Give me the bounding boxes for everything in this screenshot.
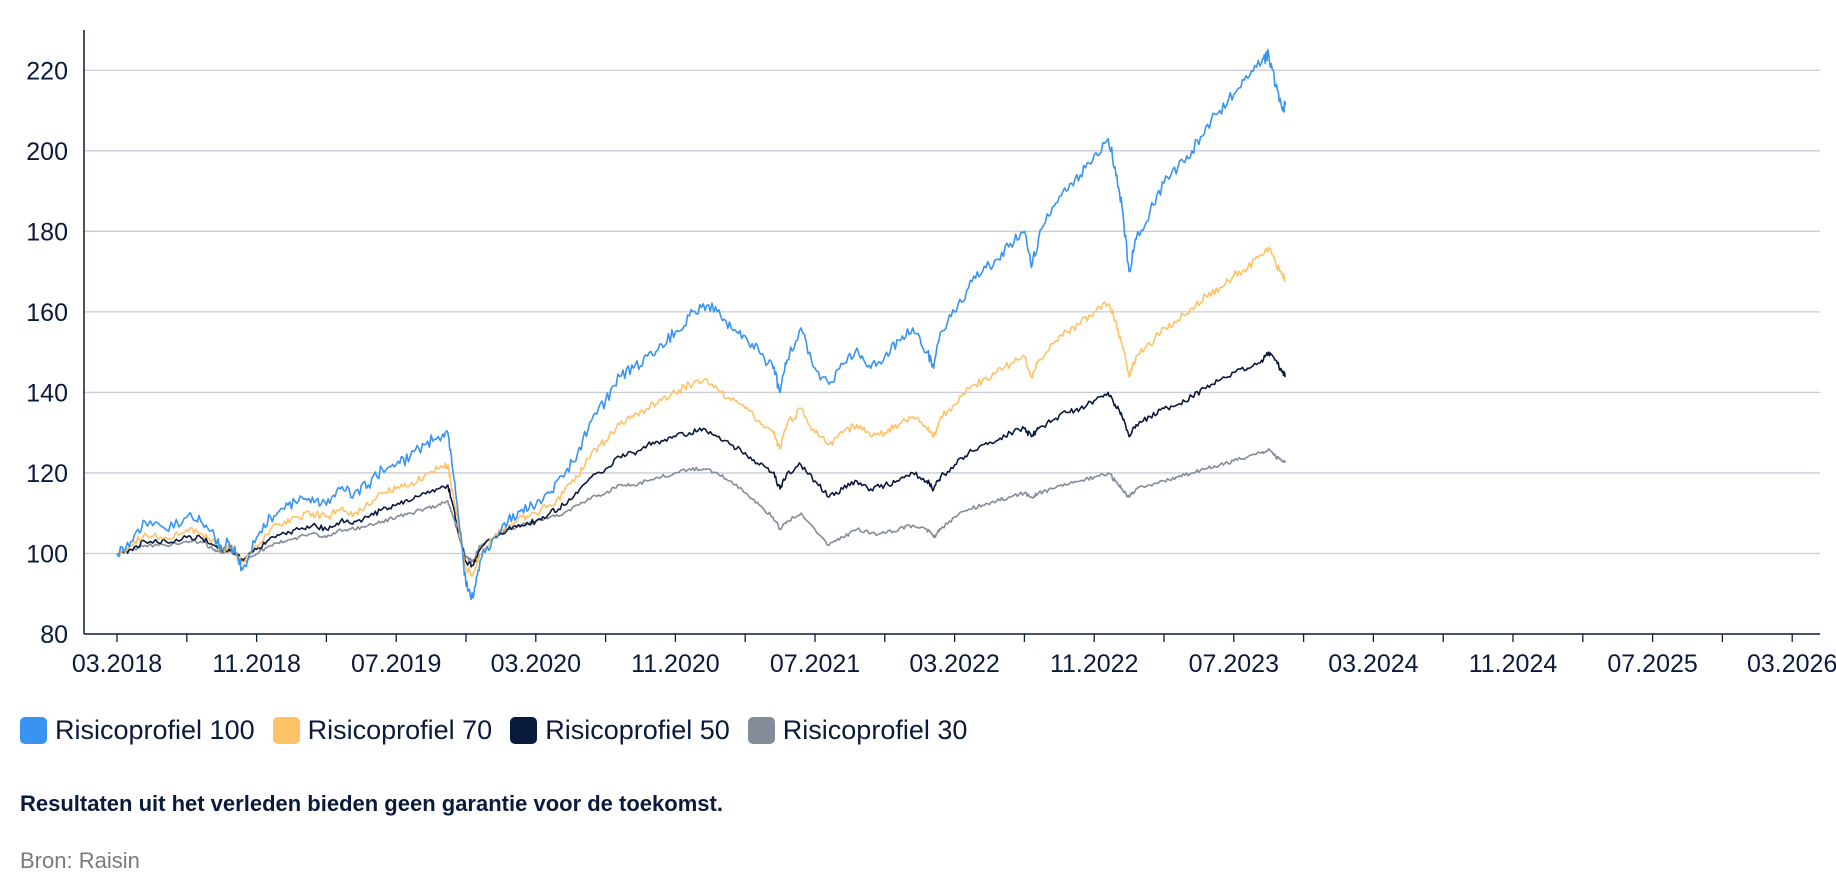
x-tick-label-03.2022: 03.2022 <box>909 650 999 678</box>
x-tick-label-07.2021: 07.2021 <box>770 650 860 678</box>
legend-swatch-50 <box>510 716 538 744</box>
series-line-risicoprofiel-30 <box>116 448 1287 563</box>
x-tick-label-11.2020: 11.2020 <box>631 650 720 678</box>
legend-item-risicoprofiel-50[interactable]: Risicoprofiel 50 <box>510 715 730 746</box>
y-tick-label-160: 160 <box>26 299 68 327</box>
series-lines <box>116 48 1287 601</box>
x-tick-label-03.2024: 03.2024 <box>1328 650 1418 678</box>
legend-item-risicoprofiel-70[interactable]: Risicoprofiel 70 <box>272 714 493 746</box>
y-tick-label-140: 140 <box>26 379 68 407</box>
line-chart: 80 100 120 140 160 180 200 220 03.2018 11.2018 07… <box>26 30 1836 678</box>
legend-swatch-30 <box>747 716 775 744</box>
legend-item-risicoprofiel-100[interactable]: Risicoprofiel 100 <box>20 715 255 746</box>
y-tick-label-220: 220 <box>26 57 68 85</box>
x-tick-label-07.2025: 07.2025 <box>1607 650 1697 678</box>
y-tick-label-80: 80 <box>40 621 68 649</box>
x-tick-label-11.2022: 11.2022 <box>1050 650 1139 678</box>
grid-lines <box>84 69 1820 555</box>
legend-item-risicoprofiel-30[interactable]: Risicoprofiel 30 <box>747 714 968 746</box>
x-tick-label-11.2024: 11.2024 <box>1469 650 1558 678</box>
x-tick-label-07.2023: 07.2023 <box>1189 650 1279 678</box>
legend-swatch-70 <box>272 716 300 744</box>
disclaimer-text: Resultaten uit het verleden bieden geen … <box>20 791 723 816</box>
x-tick-label-03.2020: 03.2020 <box>491 650 581 678</box>
x-tick-label-07.2019: 07.2019 <box>351 650 441 678</box>
legend-swatch-100 <box>20 716 47 744</box>
x-tick-label-03.2018: 03.2018 <box>72 650 162 678</box>
series-line-risicoprofiel-50 <box>116 351 1286 568</box>
chart-legend: Risicoprofiel 100 Risicoprofiel 70 Risic… <box>20 710 985 750</box>
legend-label-30: Risicoprofiel 30 <box>782 714 968 745</box>
y-tick-label-120: 120 <box>26 460 68 488</box>
y-tick-label-200: 200 <box>26 138 68 166</box>
x-tick-label-03.2026: 03.2026 <box>1747 650 1836 678</box>
y-tick-label-180: 180 <box>26 218 68 246</box>
y-tick-label-100: 100 <box>26 540 68 568</box>
y-axis-ticks: 80 100 120 140 160 180 200 220 <box>26 57 68 649</box>
legend-label-100: Risicoprofiel 100 <box>55 714 255 745</box>
series-line-risicoprofiel-100 <box>116 48 1287 601</box>
x-tick-label-11.2018: 11.2018 <box>212 650 301 678</box>
source-text: Bron: Raisin <box>20 848 140 873</box>
x-axis: 03.2018 11.2018 07.2019 03.2020 11.2020 07.20… <box>72 30 1836 678</box>
legend-label-70: Risicoprofiel 70 <box>307 714 493 745</box>
legend-label-50: Risicoprofiel 50 <box>545 714 730 745</box>
series-line-risicoprofiel-70 <box>116 246 1287 577</box>
